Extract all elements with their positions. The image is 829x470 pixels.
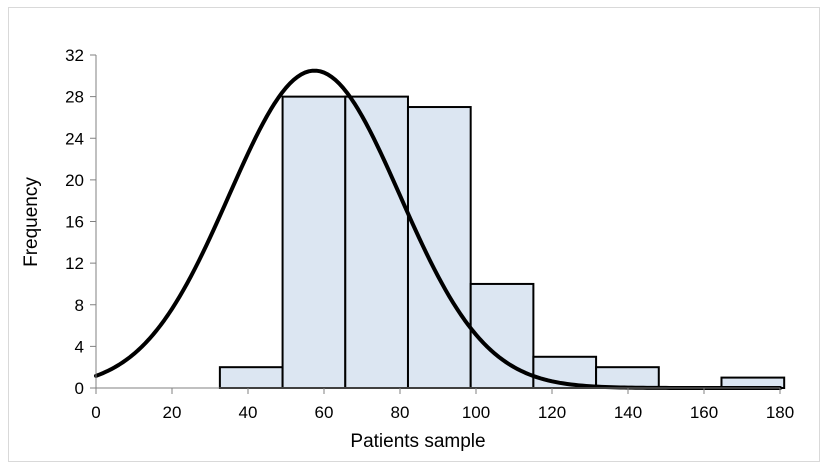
histogram-bar-4 (406, 106, 472, 389)
x-tick-label: 100 (462, 403, 490, 422)
x-axis-title: Patients sample (350, 431, 485, 452)
y-tick-label: 32 (65, 46, 84, 65)
x-tick-labels: 0 20 40 60 80 100 120 140 160 180 (91, 403, 794, 422)
x-tick-label: 60 (315, 403, 334, 422)
x-tick-label: 180 (766, 403, 794, 422)
y-tick-label: 24 (65, 129, 84, 148)
histogram-bar-1 (218, 366, 284, 389)
x-tick-label: 0 (91, 403, 100, 422)
y-tick-label: 28 (65, 88, 84, 107)
x-tick-label: 120 (538, 403, 566, 422)
x-tick-label: 40 (239, 403, 258, 422)
y-tick-label: 8 (75, 296, 84, 315)
x-tick-label: 80 (391, 403, 410, 422)
x-tick-label: 20 (163, 403, 182, 422)
y-tick-labels: 0 4 8 12 16 20 24 28 32 (65, 46, 84, 398)
y-tick-label: 12 (65, 254, 84, 273)
histogram-bar-7 (595, 366, 660, 389)
axes (90, 54, 781, 394)
x-tick-label: 140 (614, 403, 642, 422)
y-tick-label: 4 (75, 337, 84, 356)
y-tick-label: 0 (75, 379, 84, 398)
y-tick-label: 20 (65, 171, 84, 190)
y-tick-label: 16 (65, 213, 84, 232)
y-axis-title: Frequency (21, 177, 42, 267)
histogram-bar-2 (281, 95, 347, 389)
histogram-bars (218, 95, 786, 389)
x-tick-label: 160 (690, 403, 718, 422)
